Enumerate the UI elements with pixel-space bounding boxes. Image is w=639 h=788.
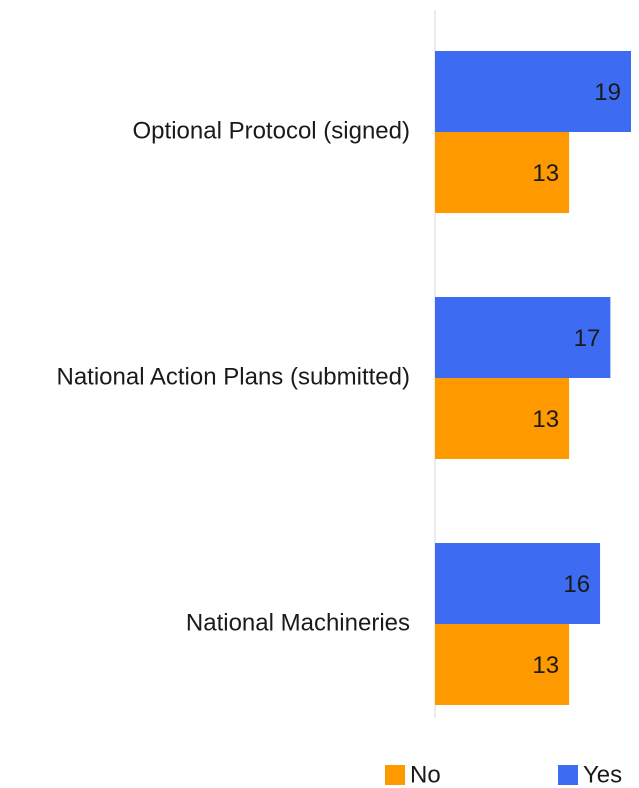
bar — [435, 624, 570, 705]
value-label: 13 — [532, 406, 559, 433]
bar — [435, 51, 631, 132]
category-label: National Action Plans (submitted) — [56, 363, 410, 390]
legend-label: No — [410, 761, 441, 788]
value-label: 13 — [532, 160, 559, 187]
value-label: 16 — [563, 571, 590, 598]
bar — [435, 543, 601, 624]
bar — [435, 297, 611, 378]
category-label: National Machineries — [186, 609, 410, 636]
bar — [435, 378, 570, 459]
value-label: 19 — [594, 79, 621, 106]
value-label: 13 — [532, 652, 559, 679]
value-label: 17 — [574, 325, 601, 352]
legend-label: Yes — [583, 761, 622, 788]
legend-swatch — [558, 765, 578, 785]
bar — [435, 132, 570, 213]
category-label: Optional Protocol (signed) — [133, 117, 410, 144]
legend-swatch — [385, 765, 405, 785]
